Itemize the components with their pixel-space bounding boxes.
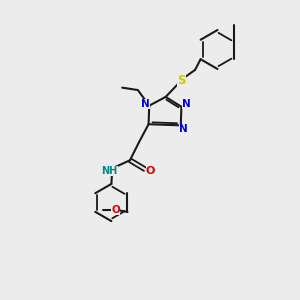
Text: NH: NH <box>101 166 118 176</box>
Text: N: N <box>141 99 150 109</box>
Text: S: S <box>177 74 186 87</box>
Text: N: N <box>182 99 190 110</box>
Text: N: N <box>179 124 188 134</box>
Text: O: O <box>111 205 120 215</box>
Text: O: O <box>146 166 155 176</box>
